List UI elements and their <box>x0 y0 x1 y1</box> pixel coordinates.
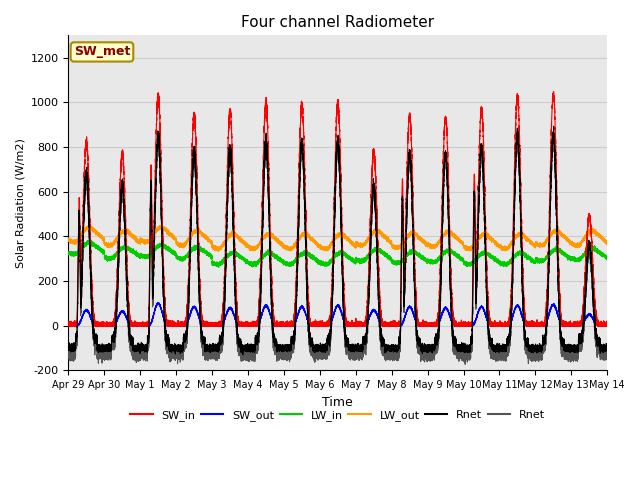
Line: Rnet: Rnet <box>68 134 607 364</box>
LW_in <box>484 252 492 258</box>
SW_out <box>505 323 513 329</box>
Rnet <box>505 340 513 346</box>
Rnet <box>65 352 72 358</box>
SW_out <box>93 323 100 329</box>
Title: Four channel Radiometer: Four channel Radiometer <box>241 15 435 30</box>
Rnet <box>505 348 513 353</box>
Rnet <box>604 349 611 355</box>
LW_out <box>65 238 72 244</box>
SW_in <box>65 323 72 329</box>
Rnet <box>497 348 505 354</box>
SW_out <box>154 300 162 305</box>
SW_out <box>470 322 477 327</box>
Rnet <box>239 352 247 358</box>
SW_in <box>604 322 611 327</box>
SW_out <box>484 320 492 325</box>
SW_in <box>408 172 416 178</box>
Line: LW_in: LW_in <box>68 240 607 267</box>
LW_in <box>215 264 223 270</box>
Rnet <box>470 248 477 253</box>
SW_out <box>408 309 416 315</box>
Rnet <box>550 132 557 137</box>
SW_in <box>497 320 505 325</box>
LW_in <box>84 238 92 243</box>
LW_in <box>604 257 611 263</box>
Rnet <box>470 239 477 244</box>
Rnet <box>484 324 492 329</box>
Rnet <box>93 347 100 353</box>
LW_in <box>505 261 513 267</box>
LW_out <box>484 232 492 238</box>
SW_in <box>93 323 100 328</box>
Rnet <box>408 206 416 212</box>
LW_out <box>408 229 416 235</box>
Line: LW_out: LW_out <box>68 226 607 252</box>
LW_in <box>408 251 416 257</box>
LW_out <box>470 243 477 249</box>
LW_out <box>497 244 505 250</box>
SW_in <box>550 89 557 95</box>
LW_in <box>497 261 505 266</box>
SW_in <box>484 300 492 305</box>
Legend: SW_in, SW_out, LW_in, LW_out, Rnet, Rnet: SW_in, SW_out, LW_in, LW_out, Rnet, Rnet <box>126 406 550 425</box>
SW_out <box>604 323 611 329</box>
SW_out <box>497 323 505 328</box>
Rnet <box>604 344 611 350</box>
Rnet <box>408 210 416 216</box>
Text: SW_met: SW_met <box>74 46 130 59</box>
Rnet <box>65 346 72 352</box>
LW_in <box>470 259 477 264</box>
LW_out <box>214 249 222 254</box>
LW_out <box>93 229 100 235</box>
LW_in <box>65 249 72 254</box>
Rnet <box>484 318 492 324</box>
Rnet <box>461 361 469 367</box>
LW_out <box>505 244 513 250</box>
Rnet <box>550 123 557 129</box>
SW_in <box>505 319 513 325</box>
SW_in <box>470 225 477 231</box>
Y-axis label: Solar Radiation (W/m2): Solar Radiation (W/m2) <box>15 138 25 268</box>
X-axis label: Time: Time <box>323 396 353 408</box>
LW_out <box>604 240 611 246</box>
SW_out <box>65 323 72 329</box>
Line: SW_out: SW_out <box>68 302 607 326</box>
Rnet <box>497 354 505 360</box>
LW_out <box>156 223 164 228</box>
LW_in <box>93 243 100 249</box>
Rnet <box>93 341 100 347</box>
Line: SW_in: SW_in <box>68 92 607 326</box>
Line: Rnet: Rnet <box>68 126 607 355</box>
